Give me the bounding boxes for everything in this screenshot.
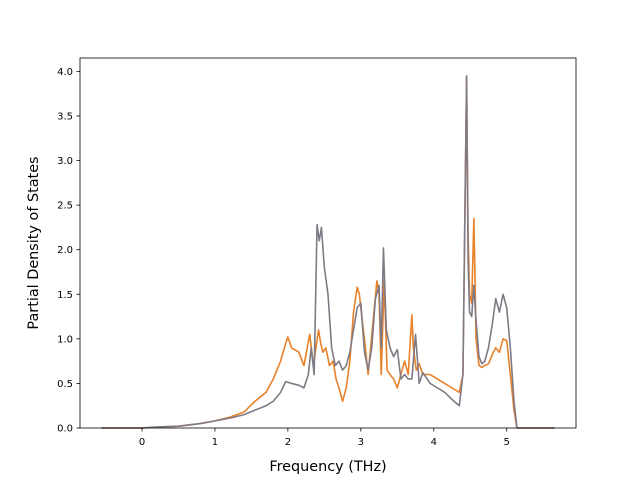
y-axis-title: Partial Density of States	[26, 156, 42, 329]
x-tick-label: 0	[139, 437, 145, 448]
x-tick-label: 3	[358, 437, 364, 448]
axes-frame	[79, 57, 577, 429]
series-line-2	[101, 75, 555, 429]
y-tick-label: 0.5	[57, 379, 73, 390]
x-tick-label: 1	[212, 437, 218, 448]
x-axis-ticks: 0 1 2 3 4 5	[139, 428, 510, 448]
x-axis-title: Frequency (THz)	[269, 459, 386, 475]
y-tick-label: 0.0	[57, 424, 73, 435]
series-line-1	[101, 76, 555, 429]
y-tick-label: 2.5	[57, 201, 73, 212]
y-tick-label: 4.0	[57, 67, 73, 78]
y-axis-ticks: 0.0 0.5 1.0 1.5 2.0 2.5 3.0 3.5 4.0	[57, 67, 80, 435]
x-tick-label: 2	[285, 437, 291, 448]
x-tick-label: 5	[504, 437, 510, 448]
y-tick-label: 1.5	[57, 290, 73, 301]
series-layer	[101, 75, 555, 429]
y-tick-label: 2.0	[57, 245, 73, 256]
y-tick-label: 3.5	[57, 111, 73, 122]
y-tick-label: 1.0	[57, 334, 73, 345]
y-tick-label: 3.0	[57, 156, 73, 167]
x-tick-label: 4	[431, 437, 437, 448]
